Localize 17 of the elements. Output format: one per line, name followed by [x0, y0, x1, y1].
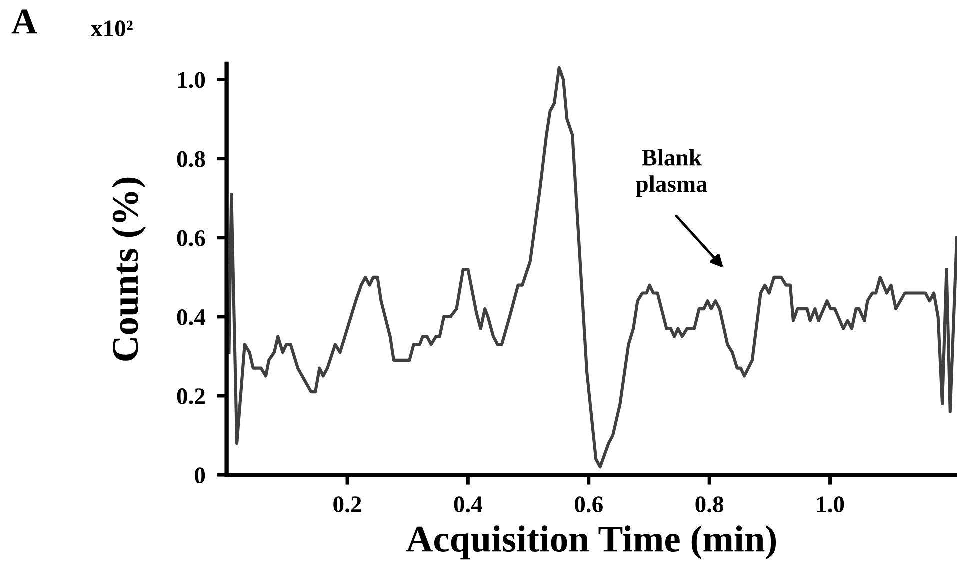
- y-axis-title: Counts (%): [112, 178, 146, 361]
- line-series: [228, 66, 957, 469]
- y-tick-label: 0.6: [177, 230, 206, 246]
- y-tick-label: 0.4: [177, 309, 206, 326]
- y-tick-label: 0.2: [177, 388, 205, 405]
- x-tick-label: 0.2: [334, 496, 362, 513]
- text: x10²: [91, 20, 133, 37]
- x-axis-title: Acquisition Time (min): [406, 526, 776, 560]
- y-tick-label: 0.8: [177, 151, 206, 168]
- x-tick-label: 1.0: [817, 496, 844, 513]
- annotation: Blank plasma: [636, 149, 708, 197]
- text: A: [12, 10, 38, 34]
- y-tick-label: 0: [195, 468, 206, 484]
- x-tick-label: 0.6: [575, 496, 603, 513]
- x-tick-label: 0.8: [696, 496, 724, 513]
- x-tick-label: 0.4: [454, 496, 483, 513]
- y-tick-label: 1.0: [178, 72, 206, 88]
